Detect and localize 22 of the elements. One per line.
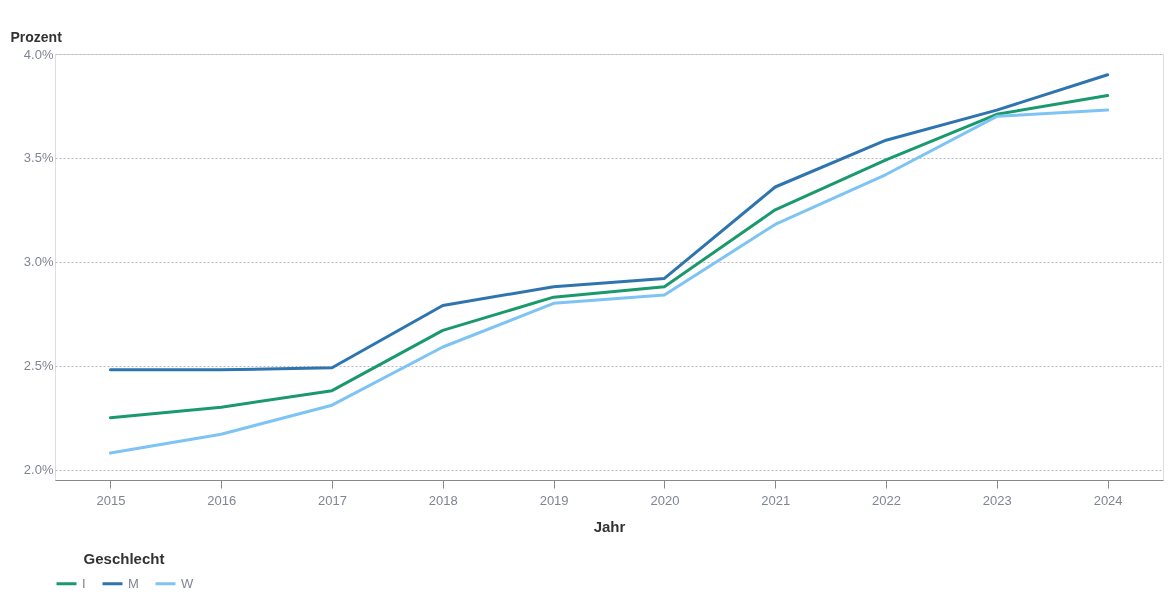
y-axis-title: Prozent xyxy=(10,28,63,45)
x-tick-label: 2023 xyxy=(982,492,1012,508)
legend-label: W xyxy=(181,575,194,591)
x-tick-label: 2018 xyxy=(428,492,458,508)
x-tick-label: 2015 xyxy=(96,492,126,508)
x-tick-label: 2021 xyxy=(761,492,791,508)
x-tick-label: 2016 xyxy=(207,492,237,508)
y-tick-label: 4.0% xyxy=(23,46,54,62)
y-tick-label: 3.0% xyxy=(23,254,54,270)
y-tick-label: 3.5% xyxy=(23,150,54,166)
x-tick-label: 2017 xyxy=(318,492,347,508)
legend-label: M xyxy=(128,575,139,591)
x-axis-title: Jahr xyxy=(593,517,626,535)
x-tick-label: 2024 xyxy=(1093,492,1123,508)
y-tick-label: 2.5% xyxy=(23,358,54,374)
x-tick-label: 2020 xyxy=(650,492,680,508)
legend-label: I xyxy=(82,575,86,591)
legend-title: Geschlecht xyxy=(83,550,165,567)
y-tick-label: 2.0% xyxy=(23,462,54,478)
x-tick-label: 2019 xyxy=(539,492,569,508)
line-series xyxy=(108,73,1110,372)
x-tick-label: 2022 xyxy=(872,492,901,508)
